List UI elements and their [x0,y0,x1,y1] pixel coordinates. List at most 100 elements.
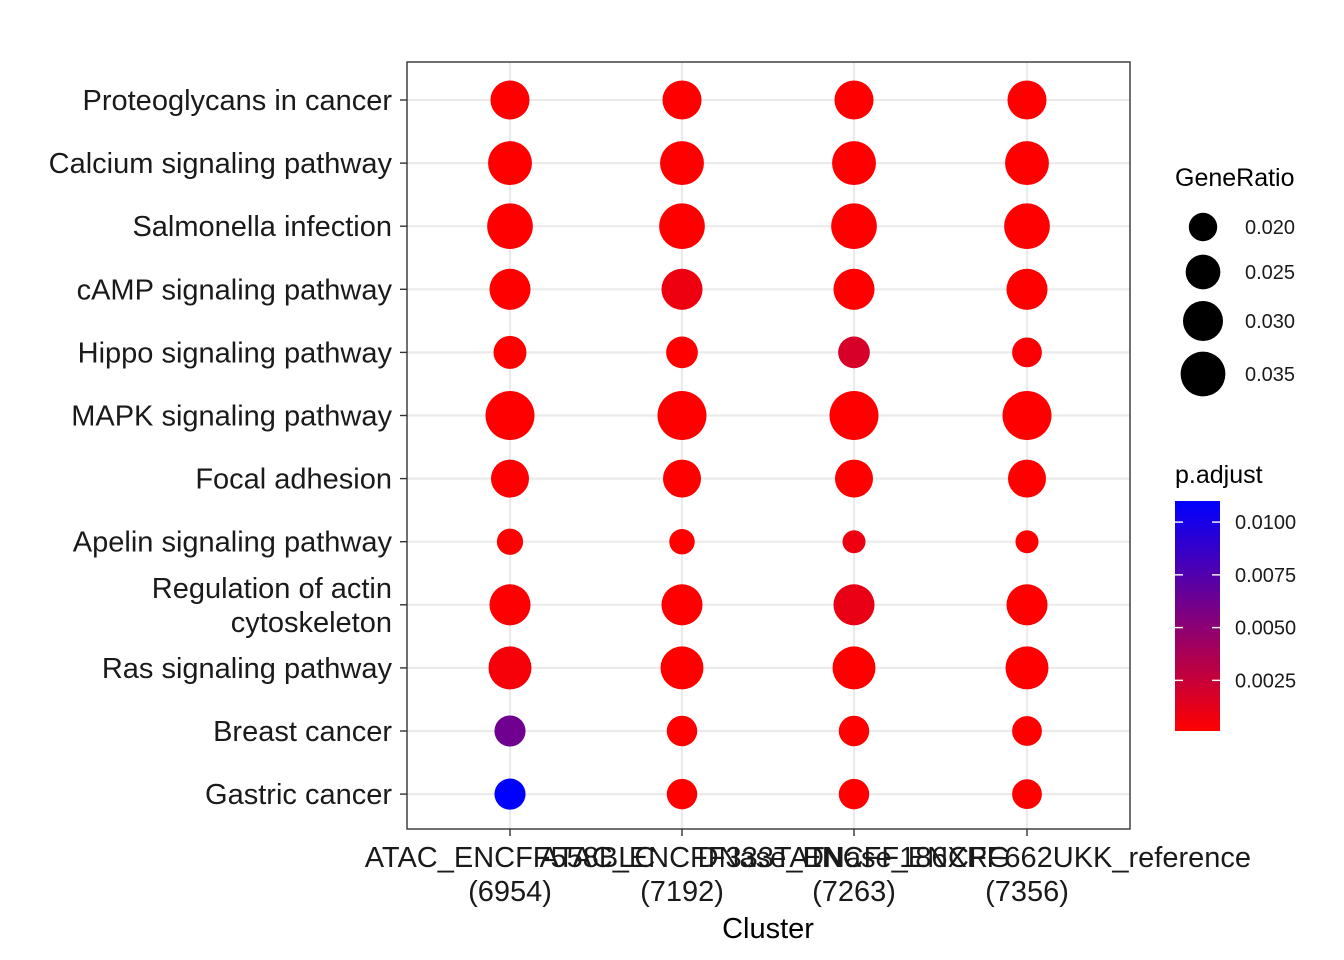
x-axis-title: Cluster [722,913,814,945]
data-point [485,391,535,440]
data-point [666,778,698,810]
size-legend-label: 0.020 [1245,217,1295,239]
size-legend-key [1180,351,1226,397]
data-point [661,268,703,310]
data-point [489,584,531,626]
data-point [833,584,875,626]
data-point [666,336,698,369]
data-point [488,646,532,690]
data-point [666,715,698,747]
data-point [1005,141,1049,186]
data-point [657,391,707,440]
color-legend-label: 0.0025 [1235,670,1296,692]
color-bar [1175,501,1220,731]
data-point [489,268,531,310]
data-point [1012,779,1042,809]
data-point [838,336,870,369]
color-legend: p.adjust 0.0100 0.0075 0.0050 0.0025 [1175,461,1296,731]
y-tick-label: Apelin signaling pathway [73,527,393,559]
y-tick-label: Breast cancer [213,716,392,748]
size-legend-key [1188,212,1218,242]
data-point [829,391,879,440]
y-tick-label-line: Ras signaling pathway [102,653,393,685]
size-legend-title: GeneRatio [1175,164,1295,192]
y-tick-label: Ras signaling pathway [102,653,393,685]
y-tick-label: Proteoglycans in cancer [83,85,393,117]
data-point [494,715,526,747]
x-tick-label: DNase_ENCFF186XRG [698,842,1011,874]
panel-border [406,61,1131,830]
data-point [838,715,870,747]
size-legend: GeneRatio 0.020 0.025 0.030 0.035 [1175,164,1295,397]
data-point [831,203,877,250]
size-legend-key [1185,254,1221,290]
data-point [832,141,876,186]
color-legend-label: 0.0050 [1235,618,1296,640]
y-tick-label: Calcium signaling pathway [49,148,393,180]
data-point [662,459,702,498]
y-tick-label-line: Gastric cancer [205,779,392,811]
data-point [838,778,870,810]
color-legend-title: p.adjust [1175,461,1263,489]
data-point [494,778,526,810]
color-legend-label: 0.0100 [1235,512,1296,534]
size-legend-label: 0.025 [1245,262,1295,284]
y-tick-label-line: Hippo signaling pathway [78,337,393,369]
y-tick-label: cAMP signaling pathway [77,274,393,306]
data-point [1006,584,1048,626]
data-point [490,80,530,120]
y-tick-label-line: Calcium signaling pathway [49,148,393,180]
y-tick-label-line: cytoskeleton [231,607,392,639]
data-point [834,459,874,498]
size-legend-label: 0.035 [1245,364,1295,386]
size-legend-key [1182,300,1224,342]
data-point [1012,337,1042,368]
x-tick-count: (7263) [812,876,896,908]
x-tick-label: ATAC_ENCFF558BLC [365,842,656,874]
y-tick-label-line: MAPK signaling pathway [71,401,392,433]
data-point [490,459,530,498]
data-point [661,584,703,626]
data-point [1004,203,1050,250]
data-point [1006,268,1048,310]
y-axis: Proteoglycans in cancer Calcium signaling… [49,85,407,811]
data-point [1007,80,1047,120]
data-point [1015,530,1039,554]
x-tick-count: (7356) [985,876,1069,908]
y-tick-label-line: Focal adhesion [195,464,392,496]
data-point [834,80,874,120]
y-tick-label: Regulation of actin cytoskeleton [152,573,392,639]
size-legend-label: 0.030 [1245,311,1295,333]
data-point [833,268,875,310]
data-point [493,335,527,369]
data-point [659,203,705,250]
x-tick-count: (6954) [468,876,552,908]
data-point [669,528,695,555]
data-point [1007,459,1047,498]
x-axis: ATAC_ENCFF558BLC(6954)ATAC_ENCFF333TAT(7… [365,829,1251,908]
y-tick-label-line: Breast cancer [213,716,392,748]
data-points [485,80,1052,810]
y-tick-label: Focal adhesion [195,464,392,496]
data-point [832,646,876,690]
data-point [488,141,532,186]
x-tick-count: (7192) [640,876,724,908]
data-point [842,530,866,554]
data-point [487,203,533,250]
y-tick-label-line: cAMP signaling pathway [77,274,393,306]
y-tick-label: Hippo signaling pathway [78,337,393,369]
data-point [1002,391,1052,440]
data-point [1012,716,1042,746]
data-point [660,141,704,186]
y-tick-label: MAPK signaling pathway [71,401,392,433]
x-tick-label: ATAC_ENCFF333TAT [540,842,825,874]
data-point [662,80,702,120]
y-tick-label-line: Apelin signaling pathway [73,527,393,559]
data-point [496,528,524,555]
panel-background [407,62,1130,829]
y-tick-label-line: Salmonella infection [132,211,392,243]
y-tick-label-line: Regulation of actin [152,573,392,605]
y-tick-label: Gastric cancer [205,779,392,811]
data-point [1005,646,1049,690]
x-tick-label: DNase_ENCFF662UKK_reference [803,842,1251,874]
